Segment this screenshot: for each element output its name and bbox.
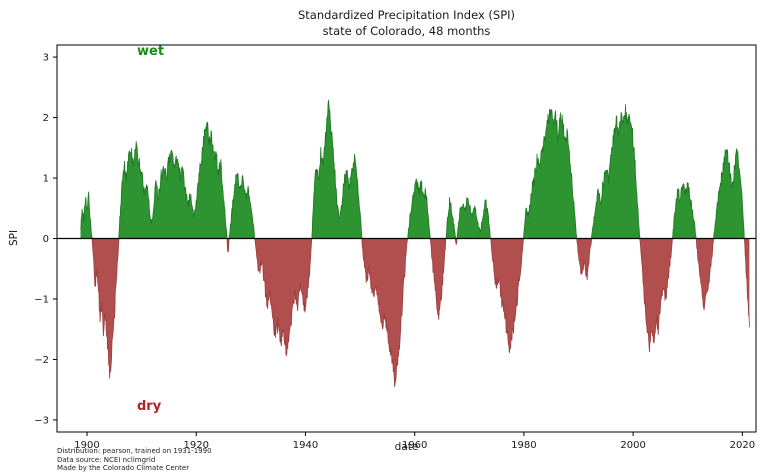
x-tick-label: 2000 bbox=[620, 440, 645, 451]
chart-title-line2: state of Colorado, 48 months bbox=[322, 24, 491, 39]
y-tick-label: 0 bbox=[43, 234, 49, 245]
x-tick-label: 1980 bbox=[511, 440, 536, 451]
chart-title: Standardized Precipitation Index (SPI) s… bbox=[57, 7, 756, 39]
wet-annotation: wet bbox=[137, 44, 165, 59]
footer-datasource-note: Data source: NCEI nclimgrid bbox=[57, 455, 156, 464]
y-axis-label: SPI bbox=[8, 229, 20, 247]
y-tick-label: −3 bbox=[34, 415, 49, 426]
footer-distribution-note: Distribution: pearson, trained on 1931-1… bbox=[57, 447, 212, 455]
x-tick-label: 1940 bbox=[293, 440, 318, 451]
y-tick-label: 1 bbox=[43, 174, 49, 185]
wet-line bbox=[80, 99, 750, 239]
footer-credit-note: Made by the Colorado Climate Center bbox=[57, 464, 190, 473]
dry-annotation: dry bbox=[137, 399, 162, 414]
wet-area bbox=[80, 99, 750, 239]
x-tick-label: 1900 bbox=[74, 440, 99, 451]
y-tick-label: −2 bbox=[34, 355, 49, 366]
chart-title-line1: Standardized Precipitation Index (SPI) bbox=[297, 8, 516, 22]
x-axis-label: date bbox=[394, 441, 419, 453]
x-tick-label: 2020 bbox=[730, 440, 755, 451]
x-tick-label: 1920 bbox=[184, 440, 209, 451]
footer-notes: Distribution: pearson, trained on 1931-1… bbox=[57, 447, 212, 473]
y-tick-label: 2 bbox=[43, 113, 49, 124]
x-tick-label: 1960 bbox=[402, 440, 427, 451]
dry-area bbox=[80, 238, 750, 387]
y-tick-label: −1 bbox=[34, 294, 49, 305]
y-tick-label: 3 bbox=[43, 53, 49, 64]
